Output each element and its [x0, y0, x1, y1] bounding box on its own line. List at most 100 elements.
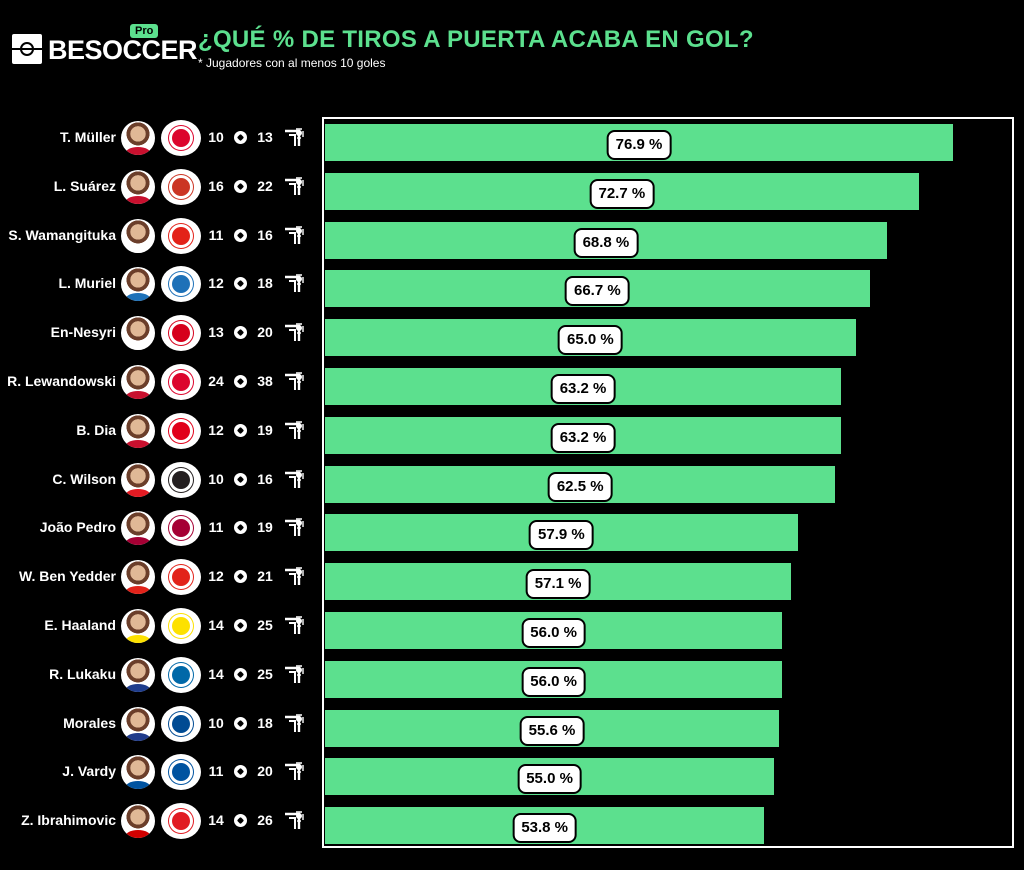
chart-row: R. Lukaku 14 25 56.0 %: [0, 656, 1024, 698]
chart-frame: [322, 117, 1014, 848]
football-icon: [234, 619, 247, 632]
goals-count: 11: [208, 226, 224, 243]
shots-on-target-count: 20: [257, 763, 273, 780]
football-icon: [234, 375, 247, 388]
club-crest: [161, 412, 201, 449]
shots-on-target-count: 18: [257, 714, 273, 731]
shot-on-target-icon: [282, 177, 304, 197]
football-icon: [234, 179, 247, 193]
shot-on-target-icon: [282, 469, 304, 490]
shot-on-target-icon: [282, 713, 304, 734]
football-icon: [234, 716, 247, 730]
shot-on-target-icon: [282, 323, 304, 343]
football-icon: [234, 472, 247, 486]
club-crest: [161, 364, 201, 400]
bar-value-label: 55.6 %: [519, 715, 585, 746]
club-crest: [161, 120, 201, 156]
player-name-label: T. Müller: [59, 129, 116, 145]
club-crest: [161, 266, 201, 303]
player-avatar: [121, 706, 155, 741]
football-icon: [234, 521, 247, 535]
player-name-label: L. Suárez: [53, 177, 116, 194]
goals-count: 14: [208, 617, 224, 633]
player-name-label: S. Wamangituka: [8, 226, 116, 243]
shot-on-target-icon: [282, 665, 304, 685]
chart-row: B. Dia 12 19 63.2 %: [0, 412, 1024, 454]
player-name-label: Morales: [63, 714, 116, 731]
chart-row: J. Vardy 11 20 55.0 %: [0, 753, 1024, 796]
goals-count: 11: [208, 763, 224, 780]
goals-count: 13: [208, 324, 224, 341]
player-avatar: [121, 218, 155, 253]
bar-value-label: 53.8 %: [512, 813, 578, 844]
shots-on-target-count: 20: [257, 324, 273, 341]
bar-value-label: 62.5 %: [547, 471, 613, 502]
logo-ball-icon: [12, 34, 42, 64]
player-avatar: [121, 511, 155, 546]
chart-row: W. Ben Yedder 12 21 57.1 %: [0, 558, 1024, 601]
player-avatar: [121, 413, 155, 448]
logo-text: BESOCCER: [48, 35, 198, 65]
shots-on-target-count: 22: [257, 177, 273, 194]
player-name-label: W. Ben Yedder: [19, 568, 116, 585]
shot-on-target-icon: [282, 128, 304, 148]
club-crest: [161, 608, 201, 644]
club-crest: [161, 217, 201, 254]
club-crest-icon: [169, 272, 193, 297]
bar-value-label: 76.9 %: [606, 130, 672, 160]
shots-on-target-count: 18: [257, 275, 273, 292]
club-crest-icon: [169, 321, 193, 346]
shot-on-target-icon: [282, 811, 304, 831]
player-name-label: B. Dia: [76, 421, 116, 438]
shot-on-target-icon: [282, 518, 304, 538]
shot-on-target-icon: [282, 616, 304, 636]
chart-row: R. Lewandowski 24 38 63.2 %: [0, 363, 1024, 405]
club-crest-icon: [169, 126, 193, 150]
club-crest: [161, 705, 201, 742]
shots-on-target-count: 19: [257, 421, 273, 438]
club-crest: [161, 656, 201, 693]
chart-row: Morales 10 18 55.6 %: [0, 705, 1024, 747]
shot-on-target-icon: [282, 421, 304, 441]
goals-count: 10: [208, 470, 224, 487]
bar-value-label: 65.0 %: [558, 325, 623, 356]
shots-on-target-count: 19: [257, 519, 273, 536]
player-name-label: R. Lukaku: [49, 665, 116, 682]
chart-row: Z. Ibrahimovic 14 26 53.8 %: [0, 802, 1024, 845]
club-crest: [161, 510, 201, 547]
player-avatar: [121, 267, 155, 302]
player-name-label: João Pedro: [39, 519, 116, 536]
player-avatar: [121, 462, 155, 497]
shot-on-target-icon: [282, 372, 304, 392]
goals-count: 12: [208, 275, 224, 292]
club-crest-icon: [169, 711, 193, 736]
shots-on-target-count: 16: [257, 226, 273, 243]
goals-count: 14: [208, 665, 224, 682]
bar-value-label: 72.7 %: [589, 178, 655, 209]
football-icon: [234, 667, 247, 681]
bar-value-label: 55.0 %: [517, 764, 582, 795]
shots-on-target-count: 25: [257, 665, 273, 682]
football-icon: [234, 131, 247, 144]
goals-count: 11: [208, 519, 224, 536]
club-crest-icon: [169, 760, 193, 785]
shots-on-target-count: 25: [257, 617, 273, 633]
chart-row: L. Suárez 16 22 72.7 %: [0, 168, 1024, 210]
club-crest-icon: [169, 223, 193, 248]
chart-title: ¿QUÉ % DE TIROS A PUERTA ACABA EN GOL?: [198, 26, 754, 53]
player-name-label: En-Nesyri: [50, 324, 116, 341]
shot-on-target-icon: [282, 274, 304, 294]
football-icon: [234, 570, 247, 584]
club-crest-icon: [169, 614, 193, 638]
goals-count: 12: [208, 568, 224, 585]
club-crest-icon: [169, 174, 193, 199]
bar-value-label: 63.2 %: [550, 422, 616, 453]
club-crest-icon: [169, 809, 193, 834]
player-avatar: [121, 755, 155, 790]
goals-count: 24: [208, 373, 224, 389]
goals-count: 10: [208, 714, 224, 731]
football-icon: [234, 326, 247, 340]
player-name-label: C. Wilson: [52, 470, 116, 487]
besoccer-logo: BESOCCER Pro: [12, 24, 198, 70]
player-name-label: Z. Ibrahimovic: [21, 812, 116, 829]
